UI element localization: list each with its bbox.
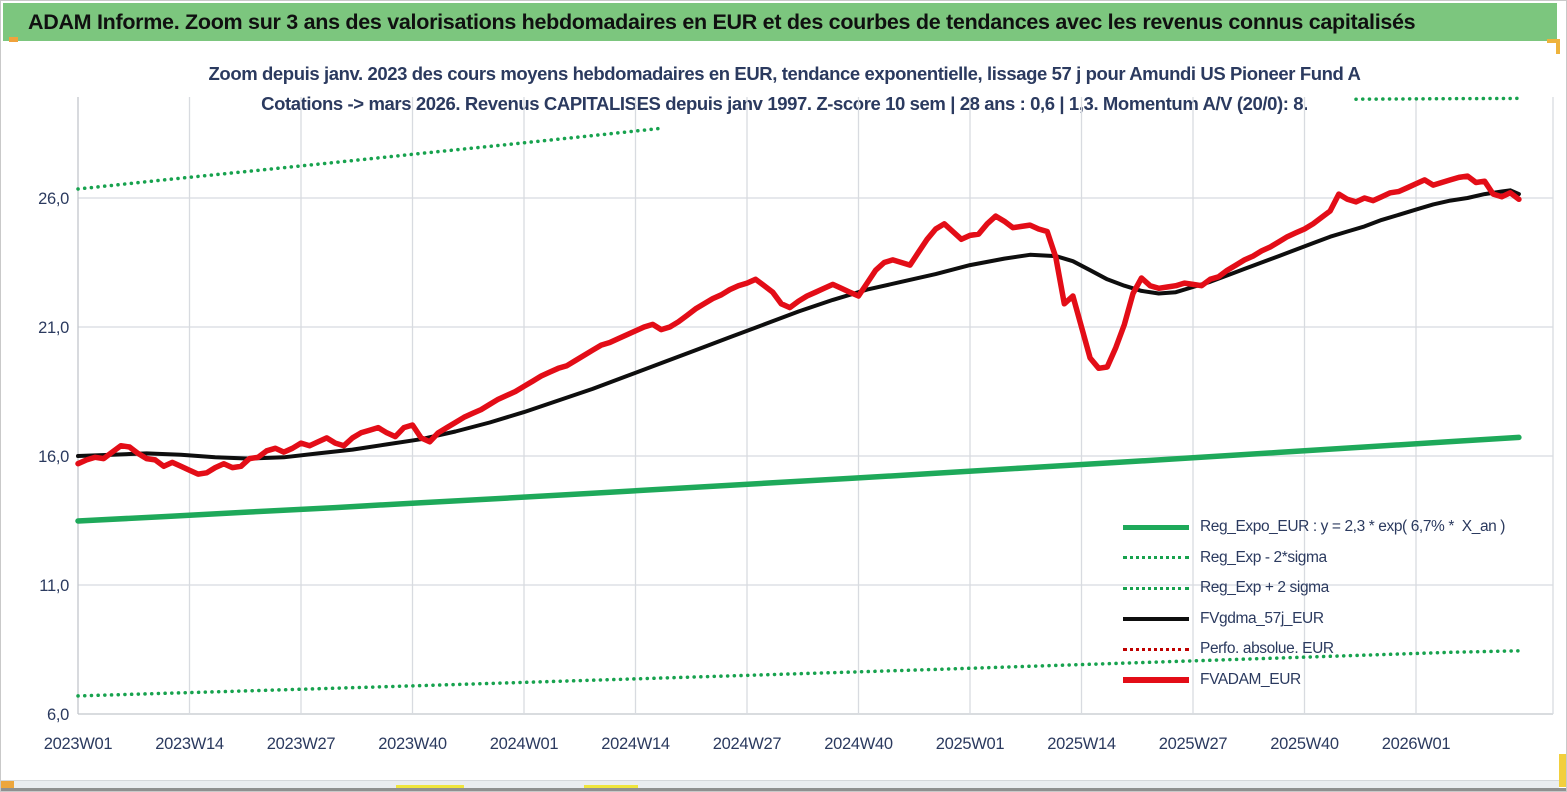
- chart-title-line1: Zoom depuis janv. 2023 des cours moyens …: [208, 63, 1361, 84]
- legend-item: FVgdma_57j_EUR: [1123, 604, 1505, 635]
- x-tick-label: 2024W01: [490, 735, 559, 753]
- legend-swatch-solid-line: [1123, 616, 1189, 621]
- legend-item: Reg_Exp - 2*sigma: [1123, 543, 1505, 574]
- legend-item: FVADAM_EUR: [1123, 665, 1505, 696]
- x-tick-label: 2024W40: [824, 735, 893, 753]
- series-reg_minus_2sigma: [76, 649, 1521, 698]
- x-tick-label: 2023W27: [267, 735, 336, 753]
- series-fvgdma: [76, 188, 1521, 461]
- x-tick-label: 2025W14: [1047, 735, 1116, 753]
- report-title: ADAM Informe. Zoom sur 3 ans des valoris…: [28, 9, 1416, 34]
- legend-label: Reg_Expo_EUR : y = 2,3 * exp( 6,7% * X_a…: [1200, 518, 1506, 536]
- legend-swatch-dotted-line: [1123, 556, 1189, 560]
- legend-item: Reg_Expo_EUR : y = 2,3 * exp( 6,7% * X_a…: [1123, 512, 1505, 543]
- yellow-corner-mark: [1547, 39, 1560, 54]
- bottom-status-bar: [1, 788, 1566, 791]
- y-tick-label: 16,0: [38, 448, 69, 466]
- x-tick-label: 2026W01: [1382, 735, 1451, 753]
- yellow-right-edge-tab: [1559, 754, 1566, 787]
- x-tick-label: 2024W27: [713, 735, 782, 753]
- y-tick-label: 11,0: [39, 577, 69, 595]
- yellow-selection-mark-2: [584, 785, 638, 788]
- orange-accent-bottom-left: [1, 781, 14, 788]
- y-tick-label: 6,0: [47, 706, 69, 724]
- x-tick-label: 2025W27: [1159, 735, 1228, 753]
- x-tick-label: 2023W40: [378, 735, 447, 753]
- x-tick-label: 2025W40: [1270, 735, 1339, 753]
- yellow-selection-mark-1: [396, 785, 464, 788]
- legend-label: FVgdma_57j_EUR: [1200, 609, 1324, 627]
- legend-label: Reg_Exp + 2 sigma: [1200, 579, 1329, 597]
- legend-swatch-solid-line: [1123, 677, 1189, 683]
- chart-title-line2: Cotations -> mars 2026. Revenus CAPITALI…: [261, 93, 1308, 114]
- report-title-bar: ADAM Informe. Zoom sur 3 ans des valoris…: [3, 3, 1557, 41]
- series-reg_expo: [75, 434, 1522, 524]
- y-tick-label: 21,0: [38, 319, 69, 337]
- horizontal-scrollbar[interactable]: [1, 780, 1559, 789]
- legend-swatch-solid-line: [1123, 524, 1189, 530]
- y-tick-label: 26,0: [38, 190, 69, 208]
- legend-label: FVADAM_EUR: [1200, 670, 1301, 688]
- legend-item: Perfo. absolue. EUR: [1123, 634, 1505, 665]
- legend-swatch-dotted-line: [1123, 647, 1189, 651]
- chart-legend: Reg_Expo_EUR : y = 2,3 * exp( 6,7% * X_a…: [1123, 512, 1505, 695]
- x-tick-label: 2025W01: [936, 735, 1005, 753]
- legend-label: Perfo. absolue. EUR: [1200, 640, 1334, 658]
- legend-item: Reg_Exp + 2 sigma: [1123, 573, 1505, 604]
- x-tick-label: 2023W14: [155, 735, 224, 753]
- x-tick-label: 2024W14: [601, 735, 670, 753]
- series-reg_plus_2sigma: [76, 126, 663, 191]
- series-fvadam: [75, 173, 1522, 477]
- legend-label: Reg_Exp - 2*sigma: [1200, 548, 1327, 566]
- orange-accent-top-left: [9, 37, 18, 42]
- legend-swatch-dotted-line: [1123, 586, 1189, 590]
- series-reg_plus_2sigma: [1354, 96, 1521, 101]
- x-tick-label: 2023W01: [44, 735, 113, 753]
